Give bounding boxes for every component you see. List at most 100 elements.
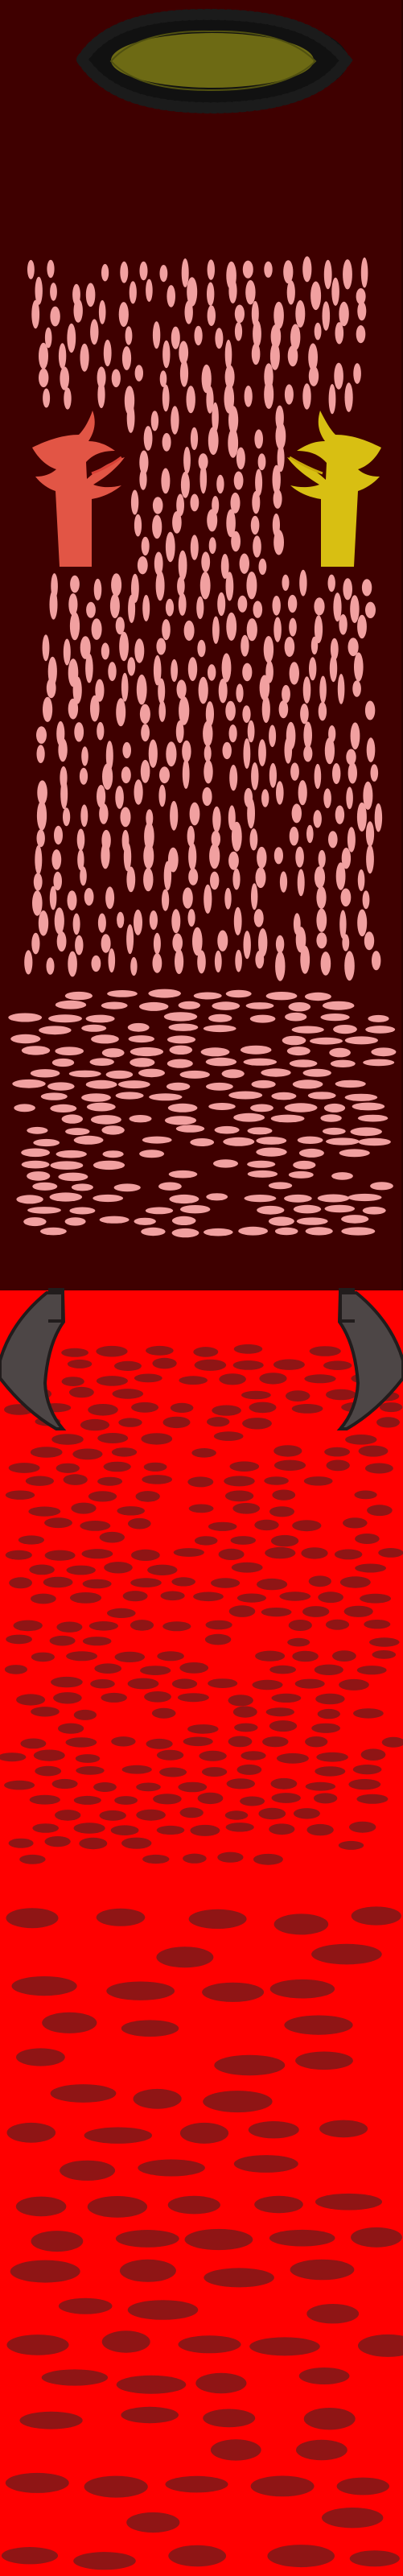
lower-small-drop-mark xyxy=(305,1736,328,1748)
lower-small-drop-mark xyxy=(269,1506,294,1517)
upper-flat-drop-mark xyxy=(289,1059,318,1067)
lower-small-drop-mark xyxy=(8,1838,34,1848)
upper-drop-mark xyxy=(159,766,170,784)
upper-drop-mark xyxy=(276,781,284,805)
upper-drop-mark xyxy=(46,957,55,975)
upper-flat-drop-mark xyxy=(93,1194,124,1203)
lower-small-drop-mark xyxy=(233,1344,263,1354)
upper-flat-drop-mark xyxy=(370,1182,393,1191)
lower-small-drop-mark xyxy=(151,1707,176,1719)
upper-drop-mark xyxy=(105,886,115,910)
upper-drop-mark xyxy=(251,762,259,791)
upper-drop-mark xyxy=(314,322,322,341)
upper-drop-mark xyxy=(184,300,193,324)
lower-small-drop-mark xyxy=(171,1678,198,1689)
upper-drop-mark xyxy=(204,760,213,784)
upper-drop-mark xyxy=(339,910,347,939)
upper-drop-mark xyxy=(343,259,352,290)
lower-small-drop-mark xyxy=(194,1359,227,1371)
upper-drop-mark xyxy=(148,739,158,768)
upper-flat-drop-mark xyxy=(65,1128,90,1136)
upper-drop-mark xyxy=(208,537,216,555)
upper-drop-mark xyxy=(303,745,313,762)
upper-flat-drop-mark xyxy=(286,1046,310,1056)
upper-drop-mark xyxy=(63,638,71,666)
lower-small-drop-mark xyxy=(224,1490,254,1502)
upper-flat-drop-mark xyxy=(148,989,181,998)
upper-drop-mark xyxy=(50,283,57,301)
upper-flat-drop-mark xyxy=(324,1204,356,1213)
lower-small-drop-mark xyxy=(153,1794,182,1805)
upper-drop-mark xyxy=(253,320,261,348)
lower-large-drop-mark xyxy=(6,1908,59,1929)
upper-drop-mark xyxy=(159,370,167,387)
lower-small-drop-mark xyxy=(6,1634,32,1645)
lower-large-drop-mark xyxy=(336,2477,389,2496)
upper-drop-mark xyxy=(178,550,187,580)
lower-small-drop-mark xyxy=(369,1637,400,1647)
upper-drop-mark xyxy=(79,767,88,785)
upper-drop-mark xyxy=(233,471,244,490)
upper-drop-mark xyxy=(171,406,179,435)
lower-small-drop-mark xyxy=(179,1662,209,1674)
lower-large-drop-mark xyxy=(84,2127,152,2144)
upper-drop-mark xyxy=(269,724,277,748)
lower-small-drop-mark xyxy=(29,1794,60,1805)
upper-flat-drop-mark xyxy=(293,1160,316,1170)
upper-drop-mark xyxy=(97,721,105,741)
lower-large-drop-mark xyxy=(6,2334,69,2355)
upper-drop-mark xyxy=(323,788,331,808)
upper-flat-drop-mark xyxy=(142,1136,172,1144)
upper-drop-mark xyxy=(51,849,62,870)
lower-large-drop-mark xyxy=(254,2195,303,2214)
upper-drop-mark xyxy=(101,642,109,660)
upper-drop-mark xyxy=(42,634,50,662)
upper-flat-drop-mark xyxy=(168,1170,198,1179)
lower-small-drop-mark xyxy=(273,1359,305,1370)
upper-drop-mark xyxy=(264,261,273,278)
upper-drop-mark xyxy=(198,676,208,704)
upper-drop-mark xyxy=(111,369,121,388)
lower-small-drop-mark xyxy=(146,1345,174,1356)
lower-small-drop-mark xyxy=(156,1749,184,1761)
upper-drop-mark xyxy=(67,323,76,353)
upper-drop-mark xyxy=(235,949,242,972)
upper-flat-drop-mark xyxy=(205,1057,237,1067)
upper-flat-drop-mark xyxy=(257,1205,285,1215)
upper-flat-drop-mark xyxy=(285,1012,307,1022)
upper-drop-mark xyxy=(350,595,360,623)
lower-large-drop-mark xyxy=(138,2159,205,2177)
lower-small-drop-mark xyxy=(213,1431,244,1441)
upper-flat-drop-mark xyxy=(270,1114,305,1123)
upper-flat-drop-mark xyxy=(27,1171,51,1181)
upper-drop-mark xyxy=(101,263,109,282)
lower-small-drop-mark xyxy=(136,1782,161,1792)
upper-drop-mark xyxy=(101,934,111,953)
lower-large-drop-mark xyxy=(19,2411,83,2429)
lower-large-drop-mark xyxy=(202,1982,265,2002)
upper-drop-mark xyxy=(242,705,251,723)
lower-large-drop-mark xyxy=(267,2545,335,2568)
lower-large-drop-mark xyxy=(179,2122,229,2144)
upper-drop-mark xyxy=(347,762,357,784)
upper-drop-mark xyxy=(253,601,263,618)
upper-drop-mark xyxy=(247,720,255,743)
upper-drop-mark xyxy=(105,741,113,771)
upper-drop-mark xyxy=(363,781,373,811)
upper-flat-drop-mark xyxy=(47,1082,75,1091)
upper-flat-drop-mark xyxy=(221,1069,245,1079)
upper-drop-mark xyxy=(153,654,162,686)
lower-small-drop-mark xyxy=(349,1821,376,1833)
lower-small-drop-mark xyxy=(325,1619,350,1630)
upper-drop-mark xyxy=(290,762,299,781)
upper-drop-mark xyxy=(342,934,350,952)
lower-small-drop-mark xyxy=(355,1563,386,1573)
upper-flat-drop-mark xyxy=(247,1170,278,1178)
upper-drop-mark xyxy=(190,535,199,560)
lower-small-drop-mark xyxy=(202,1767,228,1777)
upper-flat-drop-mark xyxy=(302,1068,331,1077)
upper-drop-mark xyxy=(346,786,353,810)
upper-flat-drop-mark xyxy=(64,1217,86,1226)
upper-drop-mark xyxy=(80,804,88,828)
lower-small-drop-mark xyxy=(33,1749,65,1761)
